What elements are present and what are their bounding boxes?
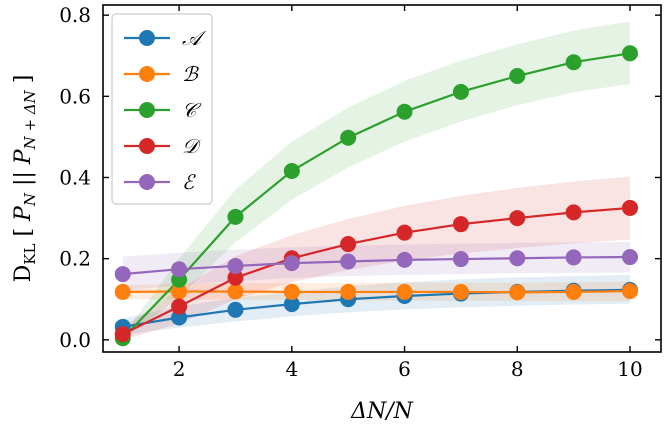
series-2-point (340, 283, 357, 300)
ylabel-p1: P (11, 205, 36, 222)
y-tick-label: 0.2 (59, 247, 91, 271)
series-4-point (171, 298, 188, 315)
series-5-point (171, 261, 188, 278)
plot-frame (102, 4, 662, 353)
series-5-point (565, 249, 582, 266)
y-tick-label: 0.0 (59, 328, 91, 352)
ylabel-p2: P (11, 148, 36, 165)
series-2-point (171, 283, 188, 300)
confidence-bands (122, 21, 630, 340)
y-axis-label: DKL [ PN || PN + ΔN ] (11, 75, 39, 283)
legend-label: ℰ (182, 170, 196, 194)
series-4-point (396, 224, 413, 241)
series-3-point (227, 208, 244, 225)
ylabel-p2-sub: N + ΔN (21, 89, 39, 150)
series-5-point (509, 250, 526, 267)
legend-marker (139, 102, 155, 118)
series-2-line (122, 290, 631, 294)
series-3-point (565, 54, 582, 71)
series-2-point (622, 283, 638, 300)
series-5-line (122, 255, 631, 276)
series-4-point (565, 204, 582, 221)
series-2-point (452, 283, 469, 300)
series-5-point (396, 251, 413, 268)
y-tick-label: 0.8 (59, 3, 91, 27)
x-tick-label: 10 (617, 357, 642, 381)
series-2-point (283, 283, 300, 300)
series-5-point (114, 266, 131, 283)
x-tick-label: 2 (173, 357, 186, 381)
series-3-point (340, 129, 357, 146)
series-1-band (122, 274, 630, 335)
legend-marker (139, 174, 155, 190)
ylabel-sub: KL (21, 244, 39, 265)
legend-label: 𝒟 (182, 134, 202, 158)
x-axis-label: ΔN/N (350, 399, 414, 424)
series-3-point (622, 45, 638, 62)
series-3-point (452, 83, 469, 100)
series-markers (114, 45, 638, 347)
series-1-point (227, 301, 244, 318)
series-2-point (509, 284, 526, 301)
legend-marker (139, 30, 155, 46)
series-3-point (509, 68, 526, 85)
series-5-band (122, 242, 630, 292)
series-3-point (396, 103, 413, 120)
series-2-point (565, 283, 582, 300)
series-4-point (509, 210, 526, 227)
y-tick-label: 0.4 (59, 165, 91, 189)
series-4-point (114, 326, 131, 343)
y-tick-label: 0.6 (59, 84, 91, 108)
series-4-point (227, 269, 244, 286)
series-4-point (340, 236, 357, 253)
ylabel-open: [ (11, 221, 36, 244)
series-4-band (122, 176, 630, 340)
series-4-point (452, 216, 469, 233)
legend-marker (139, 138, 155, 154)
series-5-point (622, 249, 638, 266)
series-lines (121, 52, 631, 339)
series-5-point (283, 255, 300, 272)
series-4-point (622, 199, 638, 216)
series-1-point (283, 296, 300, 313)
series-5-point (227, 257, 244, 274)
x-tick-label: 6 (398, 357, 411, 381)
series-5-point (452, 251, 469, 268)
x-axis-ticks: 2 4 6 8 10 (173, 5, 643, 381)
ylabel-close: ] (11, 75, 36, 91)
series-2-point (114, 283, 131, 300)
series-2-point (227, 283, 244, 300)
ylabel-prefix: D (11, 265, 36, 283)
legend-label: ℬ (182, 62, 199, 86)
series-2-point (396, 283, 413, 300)
legend-marker (139, 66, 155, 82)
series-5-point (340, 253, 357, 270)
series-3-point (283, 162, 300, 179)
series-4-line (122, 206, 631, 336)
x-tick-label: 8 (511, 357, 524, 381)
series-1-point (171, 309, 188, 326)
y-axis-ticks: 0.0 0.2 0.4 0.6 0.8 (59, 3, 661, 352)
ylabel-mid: || (11, 164, 36, 193)
series-3-band (122, 21, 630, 340)
series-3-line (121, 52, 631, 339)
x-tick-label: 4 (285, 357, 298, 381)
ylabel-p1-sub: N (21, 192, 39, 207)
